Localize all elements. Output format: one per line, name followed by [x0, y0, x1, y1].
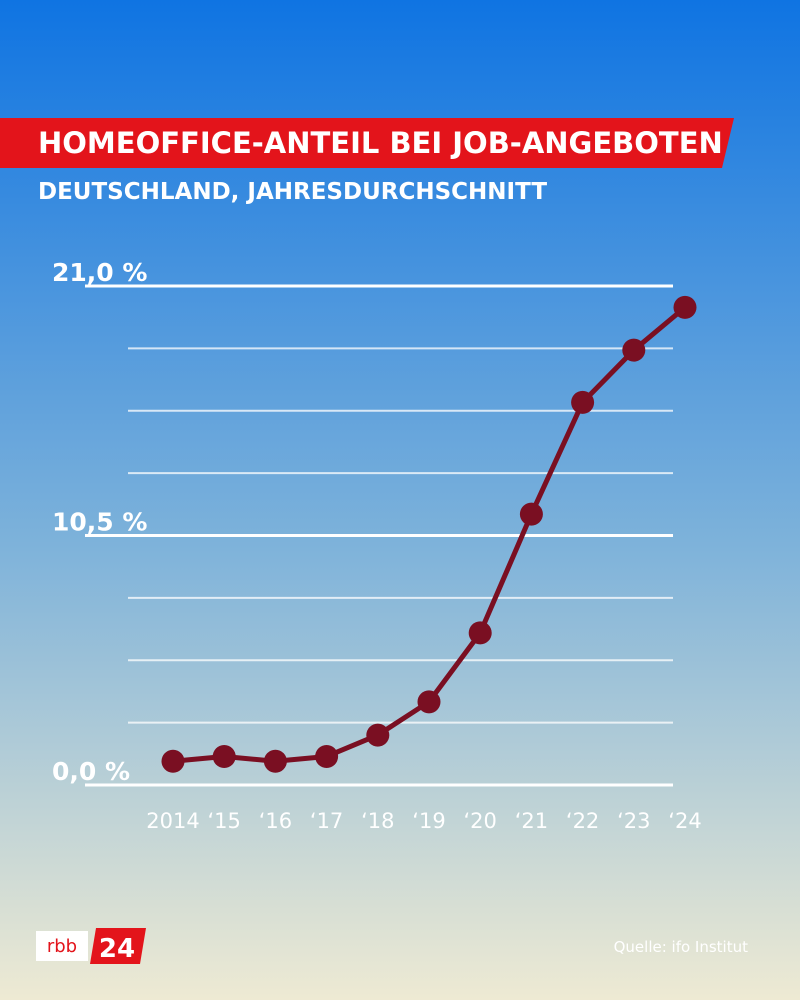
data-point: [417, 690, 441, 714]
data-point: [673, 295, 697, 319]
chart-title: HOMEOFFICE-ANTEIL BEI JOB-ANGEBOTEN: [38, 126, 723, 160]
x-tick-label: 2014: [146, 809, 199, 833]
x-tick-label: ‘15: [207, 809, 240, 833]
source: Quelle: ifo Institut: [614, 938, 749, 956]
data-point: [622, 338, 646, 362]
logo-left-box: [36, 931, 88, 961]
y-tick-label: 0,0 %: [52, 757, 130, 786]
logo-left: rbb: [47, 936, 77, 957]
logo: rbb 24: [36, 928, 146, 964]
x-tick-label: ‘20: [463, 809, 496, 833]
x-tick-label: ‘16: [259, 809, 292, 833]
x-tick-label: ‘21: [515, 809, 548, 833]
data-point: [571, 390, 595, 414]
x-tick-label: ‘24: [668, 809, 701, 833]
plot: 0,0 % 10,5 % 21,0 % 2014 ‘15 ‘16 ‘17 ‘18 ‘19 ‘20 ‘…: [52, 258, 702, 833]
title-band: [0, 118, 734, 168]
chart-subtitle: DEUTSCHLAND, JAHRESDURCHSCHNITT: [38, 179, 547, 205]
y-tick-label: 10,5 %: [52, 508, 147, 537]
data-point: [468, 621, 492, 645]
data-point: [212, 744, 236, 768]
x-tick-label: ‘22: [566, 809, 599, 833]
data-point: [263, 749, 287, 773]
data-point: [161, 749, 185, 773]
x-tick-label: ‘18: [361, 809, 394, 833]
logo-right-box: [90, 928, 146, 964]
data-point: [519, 502, 543, 526]
y-tick-label: 21,0 %: [52, 258, 147, 287]
data-point: [366, 723, 390, 747]
x-tick-label: ‘23: [617, 809, 650, 833]
x-tick-label: ‘19: [412, 809, 445, 833]
logo-right: 24: [99, 934, 135, 964]
x-tick-label: ‘17: [310, 809, 343, 833]
data-point: [315, 744, 339, 768]
